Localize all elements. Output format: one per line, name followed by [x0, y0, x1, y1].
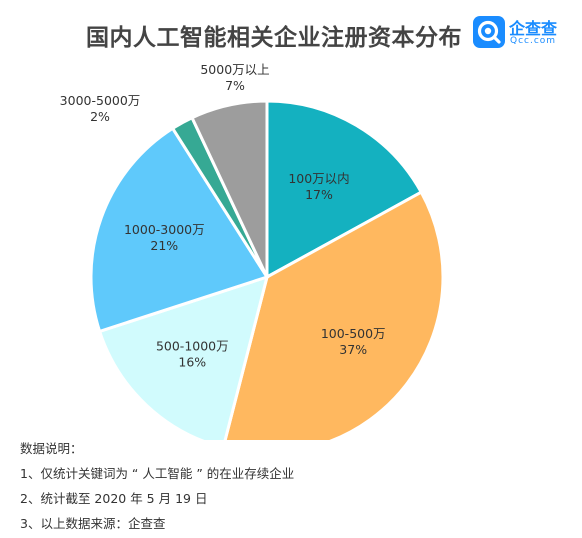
slice-label-1: 100万以内: [288, 171, 349, 186]
pie-slice-4: [89, 126, 270, 334]
pie-slice-6: [190, 99, 269, 278]
note-item-1: 1、仅统计关键词为 “ 人工智能 ” 的在业存续企业: [20, 466, 295, 481]
slice-value-4: 21%: [150, 238, 178, 253]
slice-value-3: 16%: [178, 355, 206, 370]
slice-value-1: 17%: [305, 187, 333, 202]
brand-domain: Qcc.com: [510, 36, 557, 46]
slice-value-5: 2%: [90, 109, 110, 124]
qcc-logo-icon: [473, 16, 505, 48]
chart-title: 国内人工智能相关企业注册资本分布: [86, 25, 462, 51]
slice-label-4: 1000-3000万: [124, 222, 205, 237]
pie-slice-2: [223, 190, 445, 440]
notes-heading: 数据说明：: [20, 441, 83, 456]
slice-label-5: 3000-5000万: [60, 93, 141, 108]
data-notes: 数据说明： 1、仅统计关键词为 “ 人工智能 ” 的在业存续企业 2、统计截至 …: [20, 436, 294, 536]
brand-name: 企查查: [509, 19, 558, 38]
slice-label-6: 5000万以上: [200, 62, 269, 77]
slice-label-2: 100-500万: [321, 326, 386, 341]
slice-label-3: 500-1000万: [156, 339, 229, 354]
pie-slice-1: [265, 99, 424, 280]
slice-value-6: 7%: [225, 78, 245, 93]
slice-value-2: 37%: [339, 342, 367, 357]
note-item-3: 3、以上数据来源：企查查: [20, 516, 166, 531]
note-item-2: 2、统计截至 2020 年 5 月 19 日: [20, 491, 208, 506]
pie-slice-3: [97, 274, 270, 440]
